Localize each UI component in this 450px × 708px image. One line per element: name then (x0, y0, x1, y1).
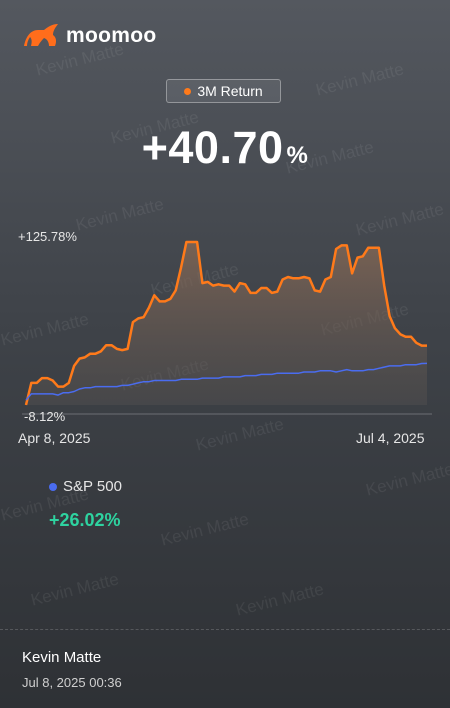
moomoo-bull-icon (24, 24, 58, 46)
benchmark-return-line (25, 362, 428, 401)
brand-name: moomoo (66, 24, 157, 47)
period-selector[interactable]: 3M Return (166, 79, 281, 103)
x-axis-end-label: Jul 4, 2025 (356, 430, 425, 446)
period-label: 3M Return (197, 83, 263, 99)
return-unit: % (286, 142, 309, 169)
period-dot-icon (184, 87, 192, 95)
share-timestamp: Jul 8, 2025 00:36 (22, 675, 122, 690)
chart-marks (24, 240, 428, 406)
portfolio-area-fill (26, 242, 427, 405)
brand-logo: moomoo (22, 22, 156, 50)
portfolio-return-line (24, 240, 427, 406)
return-number: +40.70 (141, 122, 284, 173)
benchmark-name: S&P 500 (63, 478, 122, 495)
benchmark-return: +26.02% (49, 510, 121, 530)
return-value: +40.70% (0, 122, 450, 174)
footer-divider (0, 629, 450, 630)
y-axis-max-label: +125.78% (18, 229, 77, 244)
y-axis-min-label: -8.12% (24, 409, 66, 424)
benchmark-legend: S&P 500 (49, 478, 122, 495)
benchmark-dot-icon (49, 482, 57, 491)
x-axis-start-label: Apr 8, 2025 (18, 430, 91, 446)
user-name: Kevin Matte (22, 649, 102, 666)
